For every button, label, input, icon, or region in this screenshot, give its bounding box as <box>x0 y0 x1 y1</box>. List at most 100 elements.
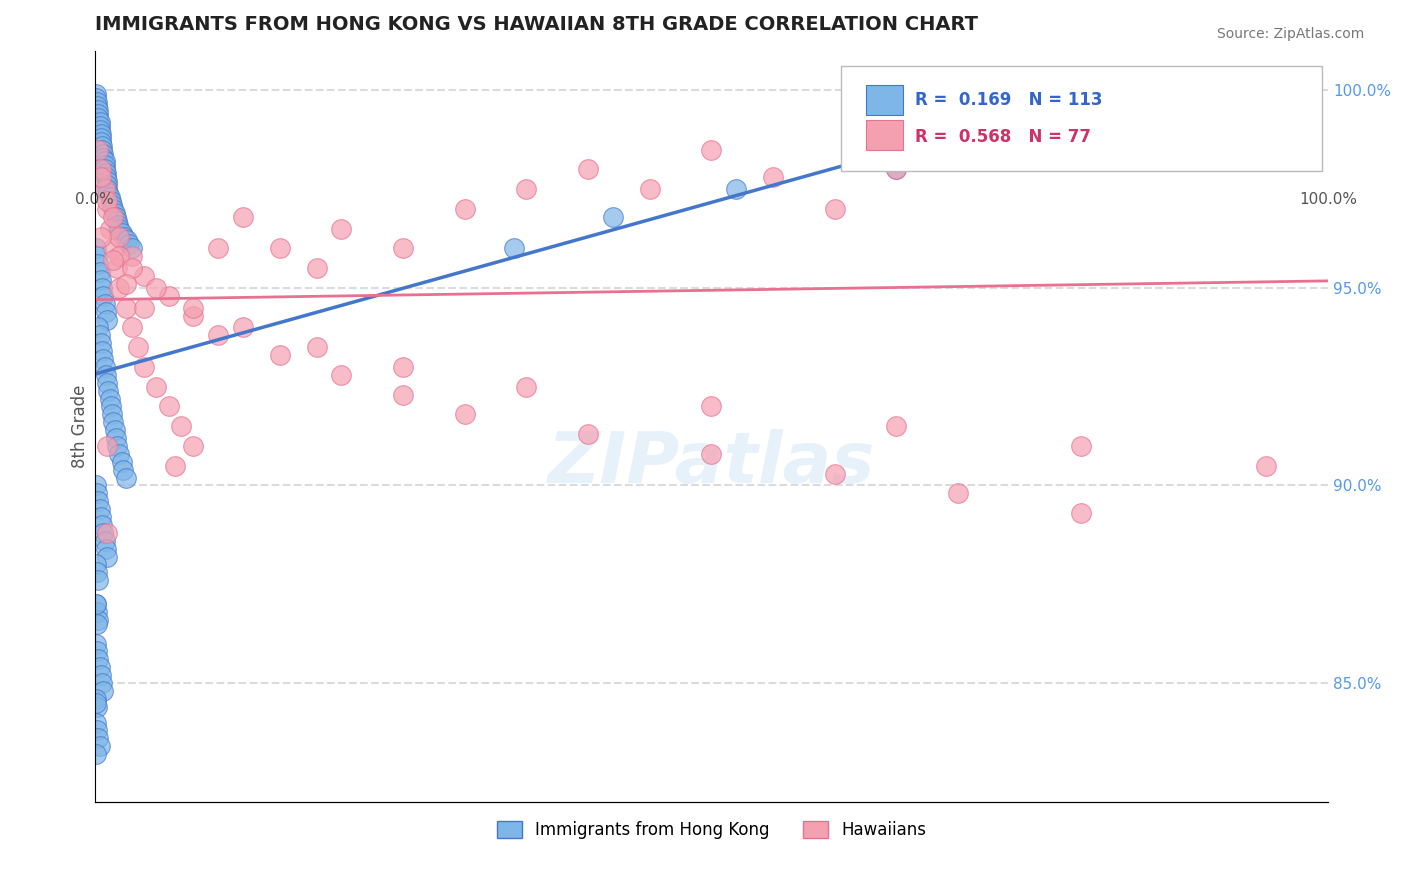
Point <box>90 510 112 524</box>
Point <box>86 699 108 714</box>
Point <box>87 103 110 117</box>
Point <box>103 415 125 429</box>
Point <box>232 210 254 224</box>
Point <box>97 384 120 398</box>
Point <box>84 597 107 611</box>
Point <box>84 478 107 492</box>
Point <box>86 249 108 263</box>
Point <box>89 115 111 129</box>
Point <box>93 154 115 169</box>
Point <box>84 715 107 730</box>
Point <box>84 91 107 105</box>
Point <box>84 597 107 611</box>
Point <box>183 309 205 323</box>
Point <box>105 439 128 453</box>
Point <box>87 320 110 334</box>
Point <box>232 320 254 334</box>
Point <box>94 541 117 556</box>
Point <box>98 190 121 204</box>
Point <box>96 376 118 390</box>
Point <box>108 447 131 461</box>
Point <box>96 174 118 188</box>
Point <box>93 289 115 303</box>
Point <box>134 268 156 283</box>
Point <box>91 138 114 153</box>
Point <box>100 400 122 414</box>
Point <box>91 676 114 690</box>
Point <box>86 644 108 658</box>
Point <box>824 467 846 481</box>
Point <box>86 605 108 619</box>
Point <box>105 261 128 276</box>
Point <box>89 328 111 343</box>
Point <box>111 455 134 469</box>
Point <box>121 320 143 334</box>
Point <box>105 213 128 227</box>
Point <box>762 170 785 185</box>
Point <box>392 387 415 401</box>
Point <box>946 154 969 169</box>
Point <box>1256 458 1278 473</box>
Point <box>93 182 115 196</box>
Point <box>86 95 108 110</box>
Point <box>90 130 112 145</box>
Point <box>84 636 107 650</box>
Point <box>93 158 115 172</box>
Point <box>1070 439 1092 453</box>
Point <box>89 265 111 279</box>
Text: IMMIGRANTS FROM HONG KONG VS HAWAIIAN 8TH GRADE CORRELATION CHART: IMMIGRANTS FROM HONG KONG VS HAWAIIAN 8T… <box>94 15 977 34</box>
Point <box>107 218 129 232</box>
Point <box>886 419 908 434</box>
Point <box>330 368 353 382</box>
Point <box>108 221 131 235</box>
Point <box>207 328 229 343</box>
Point <box>87 143 110 157</box>
Point <box>1194 115 1216 129</box>
Point <box>103 206 125 220</box>
Point <box>112 229 135 244</box>
Point <box>103 241 125 255</box>
Point <box>93 684 115 698</box>
Point <box>89 739 111 754</box>
Point <box>515 380 537 394</box>
Point <box>638 182 661 196</box>
Point <box>84 747 107 761</box>
Point <box>87 731 110 746</box>
Point <box>90 170 112 185</box>
Point <box>1008 130 1031 145</box>
Bar <box>866 120 903 150</box>
Point <box>96 202 118 216</box>
Point <box>1046 143 1069 157</box>
Point <box>700 143 723 157</box>
Point <box>90 336 112 351</box>
Point <box>87 107 110 121</box>
Point <box>1256 91 1278 105</box>
Point <box>87 652 110 666</box>
Point <box>93 151 115 165</box>
Point <box>115 234 138 248</box>
Point <box>121 249 143 263</box>
Text: R =  0.568   N = 77: R = 0.568 N = 77 <box>915 128 1091 146</box>
Text: Source: ZipAtlas.com: Source: ZipAtlas.com <box>1216 27 1364 41</box>
Point <box>97 186 120 200</box>
Point <box>84 696 107 710</box>
Point <box>96 182 118 196</box>
Point <box>87 494 110 508</box>
Point <box>1132 143 1154 157</box>
Point <box>87 574 110 588</box>
Point <box>127 340 149 354</box>
Point <box>170 419 193 434</box>
Point <box>98 221 121 235</box>
Point <box>103 210 125 224</box>
Point <box>84 241 107 255</box>
Point <box>157 289 180 303</box>
Point <box>84 87 107 102</box>
Point <box>114 470 136 484</box>
Point <box>576 162 599 177</box>
Point <box>84 558 107 572</box>
Point <box>90 273 112 287</box>
Point <box>101 408 124 422</box>
Point <box>392 241 415 255</box>
Point <box>824 202 846 216</box>
Legend: Immigrants from Hong Kong, Hawaiians: Immigrants from Hong Kong, Hawaiians <box>491 814 934 846</box>
